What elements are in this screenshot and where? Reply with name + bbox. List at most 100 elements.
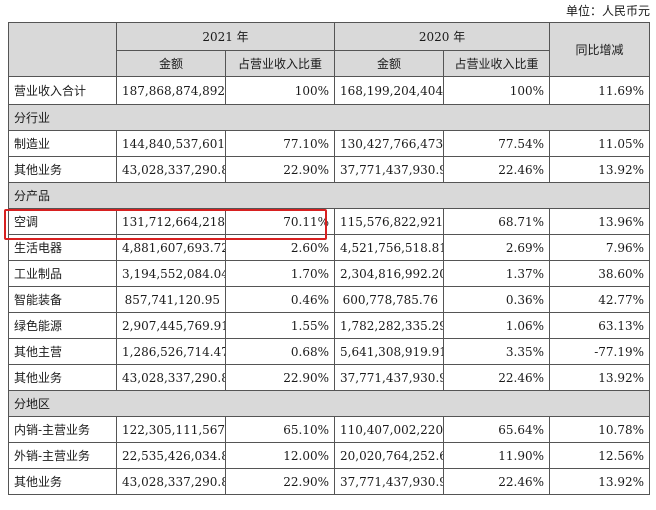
cell-yoy: 13.92% bbox=[549, 156, 651, 183]
cell-share-2021: 1.55% bbox=[224, 312, 336, 339]
table-row: 生活电器 4,881,607,693.72 2.60% 4,521,756,518.8… bbox=[8, 234, 651, 261]
cell-amount-2021: 857,741,120.95 bbox=[116, 286, 226, 313]
cell-amount-2020: 1,782,282,335.29 bbox=[334, 312, 445, 339]
row-label: 内销-主营业务 bbox=[8, 416, 117, 443]
row-label: 绿色能源 bbox=[8, 312, 117, 339]
cell-amount-2020: 2,304,816,992.20 bbox=[334, 260, 445, 287]
cell-amount-2020: 130,427,766,473.54 bbox=[334, 130, 445, 157]
cell-share-2020: 22.46% bbox=[443, 364, 551, 391]
cell-amount-2020: 37,771,437,930.99 bbox=[334, 468, 445, 495]
section-row: 分行业 bbox=[7, 104, 651, 131]
cell-amount-2021: 122,305,111,567.10 bbox=[116, 416, 226, 443]
cell-amount-2020: 5,641,308,919.91 bbox=[334, 338, 445, 365]
cell-share-2020: 2.69% bbox=[443, 234, 551, 261]
header-blank bbox=[8, 22, 117, 77]
table-body: 营业收入合计 187,868,874,892.71 100% 168,199,2… bbox=[7, 76, 651, 495]
cell-share-2021: 22.90% bbox=[224, 364, 336, 391]
table-row: 外销-主营业务 22,535,426,034.80 12.00% 20,020,764… bbox=[8, 442, 651, 469]
cell-yoy: 7.96% bbox=[549, 234, 651, 261]
header-share-2020: 占营业收入比重 bbox=[443, 50, 551, 77]
cell-share-2021: 70.11% bbox=[224, 208, 336, 235]
cell-share-2020: 1.37% bbox=[443, 260, 551, 287]
cell-share-2021: 0.46% bbox=[224, 286, 336, 313]
cell-yoy: 13.96% bbox=[549, 208, 651, 235]
row-label: 空调 bbox=[8, 208, 117, 235]
cell-share-2021: 0.68% bbox=[224, 338, 336, 365]
section-title: 分地区 bbox=[7, 390, 651, 417]
cell-share-2020: 1.06% bbox=[443, 312, 551, 339]
row-label: 工业制品 bbox=[8, 260, 117, 287]
row-label: 生活电器 bbox=[8, 234, 117, 261]
cell-yoy: -77.19% bbox=[549, 338, 651, 365]
cell-amount-2021: 1,286,526,714.47 bbox=[116, 338, 226, 365]
table-header: 2021 年 2020 年 同比增减 金额 占营业收入比重 金额 占营业收入比重 bbox=[8, 22, 651, 77]
cell-share-2020: 100% bbox=[443, 76, 551, 105]
table-row: 其他主营 1,286,526,714.47 0.68% 5,641,308,919.9… bbox=[8, 338, 651, 365]
header-amount-2021: 金额 bbox=[116, 50, 226, 77]
cell-yoy: 12.56% bbox=[549, 442, 651, 469]
cell-amount-2021: 144,840,537,601.90 bbox=[116, 130, 226, 157]
cell-amount-2021: 2,907,445,769.91 bbox=[116, 312, 226, 339]
cell-share-2021: 65.10% bbox=[224, 416, 336, 443]
cell-share-2020: 3.35% bbox=[443, 338, 551, 365]
row-label: 制造业 bbox=[8, 130, 117, 157]
cell-amount-2020: 600,778,785.76 bbox=[334, 286, 445, 313]
row-label: 其他业务 bbox=[8, 364, 117, 391]
section-title: 分行业 bbox=[7, 104, 651, 131]
cell-amount-2021: 22,535,426,034.80 bbox=[116, 442, 226, 469]
table-row: 其他业务 43,028,337,290.81 22.90% 37,771,437,93… bbox=[8, 364, 651, 391]
revenue-breakdown-table: 2021 年 2020 年 同比增减 金额 占营业收入比重 金额 占营业收入比重… bbox=[7, 22, 651, 495]
table-row-total: 营业收入合计 187,868,874,892.71 100% 168,199,2… bbox=[8, 76, 651, 105]
row-label: 营业收入合计 bbox=[8, 76, 117, 105]
cell-yoy: 13.92% bbox=[549, 468, 651, 495]
table-row: 内销-主营业务122,305,111,567.1065.10%110,407,0… bbox=[8, 416, 651, 443]
cell-yoy: 63.13% bbox=[549, 312, 651, 339]
cell-amount-2021: 3,194,552,084.04 bbox=[116, 260, 226, 287]
cell-yoy: 11.69% bbox=[549, 76, 651, 105]
cell-yoy: 11.05% bbox=[549, 130, 651, 157]
cell-share-2021: 100% bbox=[224, 76, 336, 105]
section-title: 分产品 bbox=[7, 182, 651, 209]
cell-amount-2020: 110,407,002,220.87 bbox=[334, 416, 445, 443]
cell-share-2020: 22.46% bbox=[443, 156, 551, 183]
cell-share-2020: 0.36% bbox=[443, 286, 551, 313]
cell-amount-2020: 168,199,204,404.53 bbox=[334, 76, 445, 105]
table-row: 其他业务 43,028,337,290.81 22.90% 37,771,437,93… bbox=[8, 468, 651, 495]
row-label: 智能装备 bbox=[8, 286, 117, 313]
cell-share-2020: 22.46% bbox=[443, 468, 551, 495]
cell-yoy: 13.92% bbox=[549, 364, 651, 391]
table-row: 绿色能源 2,907,445,769.91 1.55% 1,782,282,335.2… bbox=[8, 312, 651, 339]
header-year-2020: 2020 年 bbox=[334, 22, 551, 51]
cell-share-2021: 77.10% bbox=[224, 130, 336, 157]
cell-share-2020: 77.54% bbox=[443, 130, 551, 157]
section-row: 分产品 bbox=[7, 182, 651, 209]
cell-amount-2020: 37,771,437,930.99 bbox=[334, 156, 445, 183]
cell-share-2021: 22.90% bbox=[224, 468, 336, 495]
section-row: 分地区 bbox=[7, 390, 651, 417]
cell-amount-2020: 4,521,756,518.81 bbox=[334, 234, 445, 261]
row-label: 其他业务 bbox=[8, 156, 117, 183]
cell-amount-2021: 187,868,874,892.71 bbox=[116, 76, 226, 105]
table-row: 工业制品 3,194,552,084.04 1.70% 2,304,816,992.2… bbox=[8, 260, 651, 287]
cell-yoy: 10.78% bbox=[549, 416, 651, 443]
cell-amount-2020: 20,020,764,252.67 bbox=[334, 442, 445, 469]
cell-amount-2021: 131,712,664,218.81 bbox=[116, 208, 226, 235]
cell-share-2021: 2.60% bbox=[224, 234, 336, 261]
header-share-2021: 占营业收入比重 bbox=[224, 50, 336, 77]
cell-amount-2021: 43,028,337,290.81 bbox=[116, 364, 226, 391]
row-label: 外销-主营业务 bbox=[8, 442, 117, 469]
header-year-2021: 2021 年 bbox=[115, 22, 336, 51]
table-row: 制造业144,840,537,601.9077.10%130,427,766,4… bbox=[8, 130, 651, 157]
cell-share-2020: 11.90% bbox=[443, 442, 551, 469]
table-row: 其他业务 43,028,337,290.81 22.90% 37,771,437,93… bbox=[8, 156, 651, 183]
cell-share-2021: 22.90% bbox=[224, 156, 336, 183]
cell-amount-2021: 43,028,337,290.81 bbox=[116, 156, 226, 183]
table-row: 空调131,712,664,218.8170.11%115,576,822,92… bbox=[8, 208, 651, 235]
cell-amount-2021: 4,881,607,693.72 bbox=[116, 234, 226, 261]
cell-yoy: 38.60% bbox=[549, 260, 651, 287]
row-label: 其他主营 bbox=[8, 338, 117, 365]
cell-yoy: 42.77% bbox=[549, 286, 651, 313]
header-amount-2020: 金额 bbox=[334, 50, 445, 77]
cell-amount-2021: 43,028,337,290.81 bbox=[116, 468, 226, 495]
cell-share-2020: 65.64% bbox=[443, 416, 551, 443]
